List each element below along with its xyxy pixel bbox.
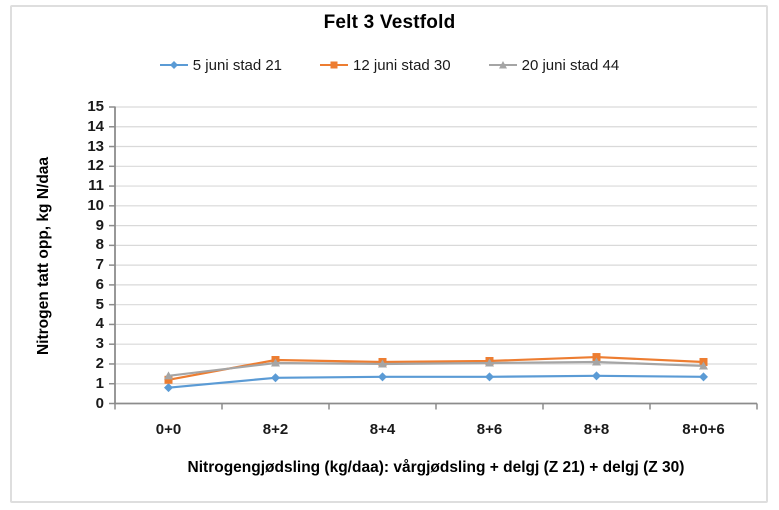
series-marker-diamond-icon [485, 372, 494, 382]
legend-item-label: 12 juni stad 30 [353, 56, 451, 74]
legend-item: 12 juni stad 30 [320, 57, 451, 74]
series-line [168, 374, 704, 389]
y-tick-label: 0 [95, 394, 104, 412]
legend-item: 20 juni stad 44 [488, 56, 620, 74]
legend-item-label: 5 juni stad 21 [192, 56, 283, 74]
legend-item-label: 20 juni stad 44 [521, 56, 620, 74]
y-tick-label: 14 [87, 117, 104, 135]
y-tick-label: 12 [87, 157, 104, 175]
x-tick-label: 8+2 [262, 421, 289, 438]
y-tick-label: 8 [95, 236, 104, 254]
x-tick-label: 8+4 [369, 421, 396, 438]
y-tick-label: 1 [95, 374, 104, 392]
legend-marker-square-icon [320, 61, 349, 69]
series-marker-diamond-icon [164, 383, 173, 393]
x-axis-title: Nitrogengjødsling (kg/daa): vårgjødsling… [187, 459, 685, 476]
series-marker-diamond-icon [378, 372, 387, 382]
series-marker-triangle-icon [592, 357, 601, 366]
x-tick-label: 0+0 [155, 421, 182, 438]
legend-item: 5 juni stad 21 [159, 56, 283, 74]
legend-marker-diamond-icon [159, 61, 188, 69]
y-tick-label: 9 [95, 216, 104, 234]
series-marker-triangle-icon [271, 358, 280, 367]
series-line [168, 360, 704, 377]
series-marker-square-icon [592, 353, 601, 362]
y-tick-label: 11 [88, 177, 104, 195]
x-tick-label: 8+6 [476, 421, 503, 438]
chart-title: Felt 3 Vestfold [323, 12, 456, 33]
series-line [168, 355, 704, 381]
chart-legend: 5 juni stad 21 12 juni stad 30 20 juni sta… [0, 54, 779, 76]
series-marker-diamond-icon [699, 372, 708, 382]
x-tick-label: 8+0+6 [682, 421, 725, 438]
y-tick-label: 7 [95, 256, 104, 274]
y-tick-label: 13 [87, 137, 104, 155]
series-marker-square-icon [164, 375, 173, 384]
x-tick-label: 8+8 [583, 421, 610, 438]
y-tick-label: 3 [95, 335, 104, 353]
legend-marker-triangle-icon [488, 61, 517, 69]
series-marker-triangle-icon [378, 359, 387, 368]
y-tick-label: 2 [95, 354, 104, 372]
y-tick-label: 4 [95, 315, 104, 333]
series-marker-triangle-icon [699, 361, 708, 370]
y-tick-label: 5 [95, 295, 104, 313]
series-marker-triangle-icon [485, 358, 494, 367]
y-tick-label: 15 [87, 98, 104, 115]
chart-frame-border [10, 5, 768, 503]
series-marker-diamond-icon [271, 373, 280, 383]
y-tick-label: 10 [87, 196, 104, 214]
y-axis-title: Nitrogen tatt opp, kg N/daa [35, 156, 52, 356]
y-tick-label: 6 [95, 275, 104, 293]
series-marker-diamond-icon [592, 371, 601, 381]
series-marker-triangle-icon [164, 371, 173, 380]
